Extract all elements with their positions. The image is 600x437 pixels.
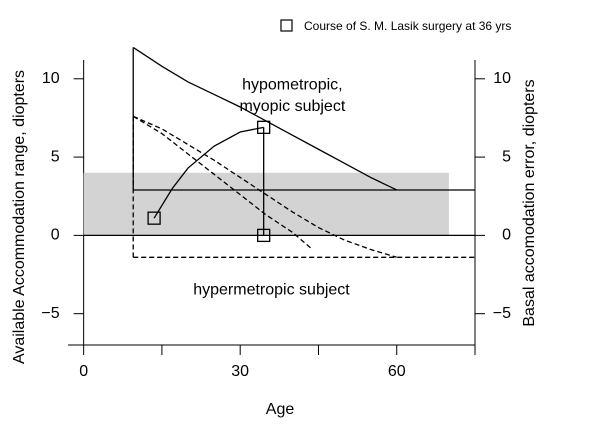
line [132,46,398,191]
annotation: hypometropic, [242,76,343,93]
annotation: hypermetropic subject [193,281,350,298]
x-tick-label: 0 [79,363,88,380]
marker [147,211,161,225]
y2-axis-label: Basal accomodation error, diopters [521,79,538,326]
y2-tick-label: 10 [493,70,511,87]
annotation: myopic subject [239,98,345,115]
legend-marker [280,19,293,32]
x-tick-label: 30 [231,363,249,380]
y2-tick-label: −5 [493,305,511,322]
marker [257,228,271,243]
legend-label: Course of S. M. Lasik surgery at 36 yrs [304,19,511,33]
line [132,115,397,258]
y-tick-label: 5 [51,148,60,165]
y2-tick-label: 5 [502,148,511,165]
y-axis-label: Available Accommodation range, diopters [11,70,28,364]
line [132,115,312,249]
y2-tick-label: 0 [502,227,511,244]
area [83,172,449,236]
marker [257,120,271,134]
line [153,126,264,219]
y-tick-label: 0 [51,227,60,244]
y-tick-label: −5 [41,305,59,322]
x-tick-label: 60 [388,363,406,380]
x-axis-label: Age [266,401,295,418]
y-tick-label: 10 [42,70,60,87]
